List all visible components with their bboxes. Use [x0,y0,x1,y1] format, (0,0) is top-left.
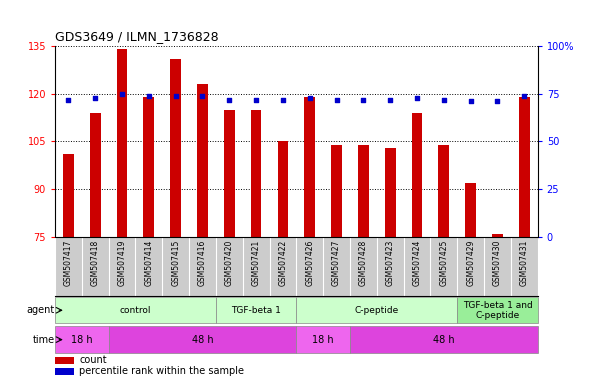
Bar [197,84,208,237]
Point [466,98,475,104]
Point [144,93,154,99]
Point [305,94,315,101]
Bar [350,326,538,353]
Bar [251,110,262,237]
Text: GSM507420: GSM507420 [225,240,234,286]
Bar [519,97,530,237]
Text: GDS3649 / ILMN_1736828: GDS3649 / ILMN_1736828 [55,30,219,43]
Text: agent: agent [27,305,55,315]
Text: GSM507415: GSM507415 [171,240,180,286]
Text: GSM507414: GSM507414 [144,240,153,286]
Point [492,98,502,104]
Bar [216,297,296,323]
Text: GSM507427: GSM507427 [332,240,341,286]
Bar [492,234,503,237]
Bar [331,145,342,237]
Point [170,93,181,99]
Point [332,96,342,103]
Text: GSM507417: GSM507417 [64,240,73,286]
Text: GSM507425: GSM507425 [439,240,448,286]
Text: 18 h: 18 h [312,334,334,344]
Text: GSM507430: GSM507430 [493,240,502,286]
Text: count: count [79,356,107,366]
Text: GSM507423: GSM507423 [386,240,395,286]
Text: GSM507421: GSM507421 [252,240,261,286]
Text: time: time [33,334,55,344]
Bar [412,113,422,237]
Text: 48 h: 48 h [192,334,213,344]
Point [117,91,127,97]
Text: GSM507418: GSM507418 [90,240,100,286]
Text: GSM507419: GSM507419 [117,240,126,286]
Text: GSM507431: GSM507431 [520,240,529,286]
Text: C-peptide: C-peptide [354,306,399,315]
Text: GSM507424: GSM507424 [412,240,422,286]
Text: TGF-beta 1 and
C-peptide: TGF-beta 1 and C-peptide [463,301,532,320]
Bar [304,97,315,237]
Text: 48 h: 48 h [433,334,455,344]
Bar [358,145,369,237]
Bar [224,110,235,237]
Text: 18 h: 18 h [71,334,93,344]
Bar [466,183,476,237]
Bar [296,326,350,353]
Bar [55,326,109,353]
Bar [457,297,538,323]
Point [386,96,395,103]
Text: control: control [120,306,151,315]
Bar [296,297,457,323]
Text: GSM507428: GSM507428 [359,240,368,286]
Point [278,96,288,103]
Bar [55,367,75,375]
Point [64,96,73,103]
Text: GSM507422: GSM507422 [279,240,287,286]
Bar [63,154,74,237]
Point [197,93,207,99]
Point [519,93,529,99]
Text: GSM507429: GSM507429 [466,240,475,286]
Bar [144,97,154,237]
Point [251,96,261,103]
Bar [90,113,101,237]
Point [359,96,368,103]
Bar [385,148,395,237]
Bar [170,59,181,237]
Point [412,94,422,101]
Text: percentile rank within the sample: percentile rank within the sample [79,366,244,376]
Point [439,96,448,103]
Bar [439,145,449,237]
Bar [117,49,127,237]
Text: TGF-beta 1: TGF-beta 1 [231,306,281,315]
Bar [277,141,288,237]
Text: GSM507416: GSM507416 [198,240,207,286]
Bar [55,356,75,364]
Point [224,96,234,103]
Text: GSM507426: GSM507426 [306,240,314,286]
Bar [55,297,216,323]
Point [90,94,100,101]
Bar [109,326,296,353]
